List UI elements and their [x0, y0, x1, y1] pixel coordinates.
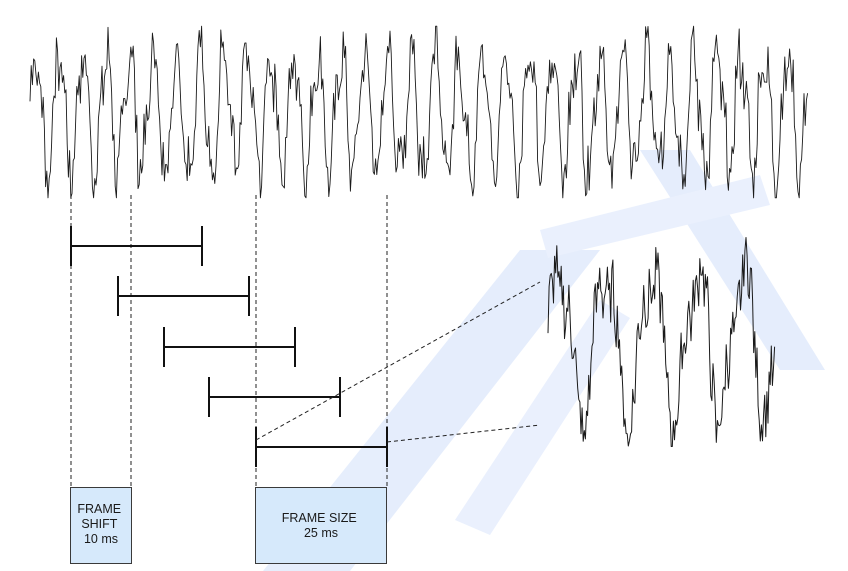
frame-guide-lines: [70, 195, 388, 487]
frame-shift-label-line2: SHIFT: [81, 517, 117, 531]
zoom-connector-lines: [255, 281, 541, 443]
svg-text:FRAME SHIFT 10 ms: FRAME SHIFT 10 ms: [77, 502, 124, 546]
zoom-line-bottom: [386, 424, 541, 443]
frame-segment-5: [255, 427, 388, 467]
frame-size-label: FRAME SIZE: [282, 511, 357, 525]
frame-shift-box: FRAME SHIFT 10 ms: [70, 487, 132, 564]
speech-waveform: [29, 25, 809, 199]
frame-shift-label-line1: FRAME: [77, 502, 121, 516]
svg-text:FRAME SIZE 25 ms: FRAME SIZE 25 ms: [282, 511, 361, 540]
frame-segment-1: [70, 226, 203, 266]
frame-segments: [70, 226, 388, 467]
frame-size-box: FRAME SIZE 25 ms: [255, 487, 387, 564]
frame-segment-4: [208, 377, 341, 417]
zoomed-frame-waveform: [547, 237, 776, 447]
frame-size-value: 25 ms: [304, 526, 338, 540]
frame-segment-2: [117, 276, 250, 316]
frame-shift-value: 10 ms: [84, 532, 118, 546]
frame-segment-3: [163, 327, 296, 367]
zoom-line-top: [255, 281, 541, 441]
